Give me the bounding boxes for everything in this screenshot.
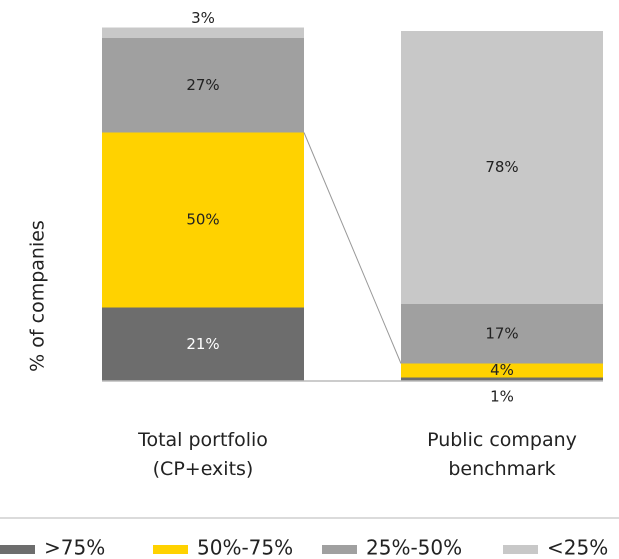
data-label: 78% [485, 158, 518, 176]
connector [303, 132, 402, 364]
legend-swatch [153, 545, 188, 554]
bar-segment [102, 27, 304, 38]
legend-swatch [322, 545, 357, 554]
legend-label: <25% [547, 536, 608, 559]
data-label: 4% [490, 361, 514, 379]
legend-swatch [0, 545, 35, 554]
x-tick-label: Total portfolio (CP+exits) [138, 429, 268, 480]
data-label: 17% [485, 324, 518, 342]
bar-segment [102, 132, 304, 308]
legend-label: 50%-75% [197, 536, 293, 559]
data-label: 1% [490, 388, 514, 406]
bar-segment [102, 38, 304, 133]
bar-segment [102, 307, 304, 381]
y-axis-label: % of companies [27, 220, 49, 372]
bar-segment [401, 363, 603, 378]
legend-swatch [503, 545, 538, 554]
bar-segment [401, 377, 603, 381]
x-tick-label: Public company benchmark [427, 429, 577, 480]
data-label: 27% [186, 76, 219, 94]
bar-segment [401, 304, 603, 364]
legend-label: 25%-50% [366, 536, 462, 559]
data-label: 50% [186, 211, 219, 229]
bar-segment [401, 31, 603, 304]
legend-label: >75% [44, 536, 105, 559]
data-label: 3% [191, 9, 215, 27]
data-label: 21% [186, 335, 219, 353]
